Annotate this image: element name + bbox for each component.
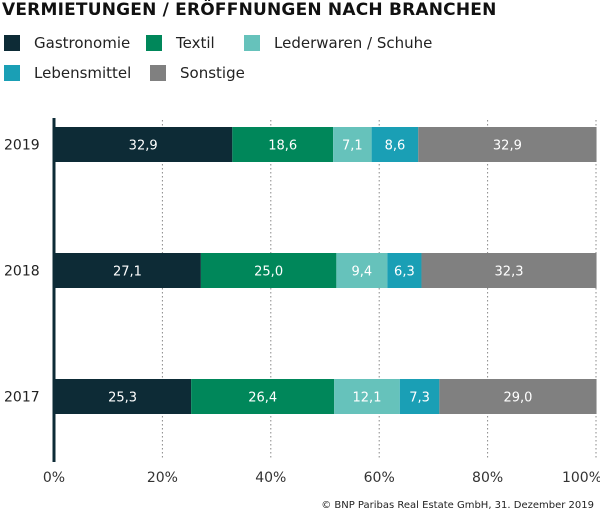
data-label: 32,3 xyxy=(495,265,524,280)
bar-segment xyxy=(336,253,388,288)
legend-item: Lederwaren / Schuhe xyxy=(244,34,432,52)
legend-swatch xyxy=(150,65,166,81)
bar-segment xyxy=(333,127,372,162)
data-label: 7,3 xyxy=(409,391,430,406)
legend-item: Sonstige xyxy=(150,64,245,82)
x-tick-label: 40% xyxy=(255,470,286,486)
data-label: 32,9 xyxy=(129,139,158,154)
bar-segment xyxy=(200,253,337,288)
legend-label: Lederwaren / Schuhe xyxy=(274,34,433,52)
bar-segment xyxy=(418,127,597,162)
chart-title: VERMIETUNGEN / ERÖFFNUNGEN NACH BRANCHEN xyxy=(2,0,497,20)
data-label: 9,4 xyxy=(352,265,373,280)
data-label: 25,3 xyxy=(108,391,137,406)
data-label: 29,0 xyxy=(503,391,532,406)
bar-segment xyxy=(399,379,440,414)
bar-segment xyxy=(54,127,233,162)
data-label: 6,3 xyxy=(394,265,415,280)
bar-segment xyxy=(54,253,201,288)
x-tick-label: 80% xyxy=(472,470,503,486)
bar-segment xyxy=(387,253,422,288)
x-tick-label: 60% xyxy=(364,470,395,486)
legend-swatch xyxy=(146,35,162,51)
legend-label: Lebensmittel xyxy=(34,64,132,82)
legend-label: Sonstige xyxy=(180,64,245,82)
x-tick-label: 0% xyxy=(43,470,65,486)
bar-segment xyxy=(439,379,597,414)
bar-segment xyxy=(371,127,419,162)
x-tick-label: 100% xyxy=(562,470,600,486)
bar-segment xyxy=(334,379,400,414)
data-label: 7,1 xyxy=(342,139,363,154)
legend-swatch xyxy=(4,35,20,51)
legend-item: Gastronomie xyxy=(4,34,130,52)
data-label: 32,9 xyxy=(493,139,522,154)
bar-segment xyxy=(232,127,334,162)
legend-item: Textil xyxy=(146,34,215,52)
data-label: 26,4 xyxy=(248,391,277,406)
bar-segment xyxy=(54,379,192,414)
y-category-label: 2017 xyxy=(4,390,40,406)
bar-segment xyxy=(421,253,597,288)
bar-segment xyxy=(191,379,335,414)
y-category-label: 2018 xyxy=(4,264,40,280)
legend-swatch xyxy=(4,65,20,81)
data-label: 12,1 xyxy=(353,391,382,406)
data-label: 8,6 xyxy=(385,139,406,154)
x-tick-label: 20% xyxy=(147,470,178,486)
legend-label: Gastronomie xyxy=(34,34,131,52)
data-label: 27,1 xyxy=(113,265,142,280)
credit-text: © BNP Paribas Real Estate GmbH, 31. Deze… xyxy=(321,500,594,511)
data-label: 25,0 xyxy=(254,265,283,280)
y-category-label: 2019 xyxy=(4,138,40,154)
legend-label: Textil xyxy=(176,34,215,52)
legend-swatch xyxy=(244,35,260,51)
legend-item: Lebensmittel xyxy=(4,64,131,82)
data-label: 18,6 xyxy=(268,139,297,154)
